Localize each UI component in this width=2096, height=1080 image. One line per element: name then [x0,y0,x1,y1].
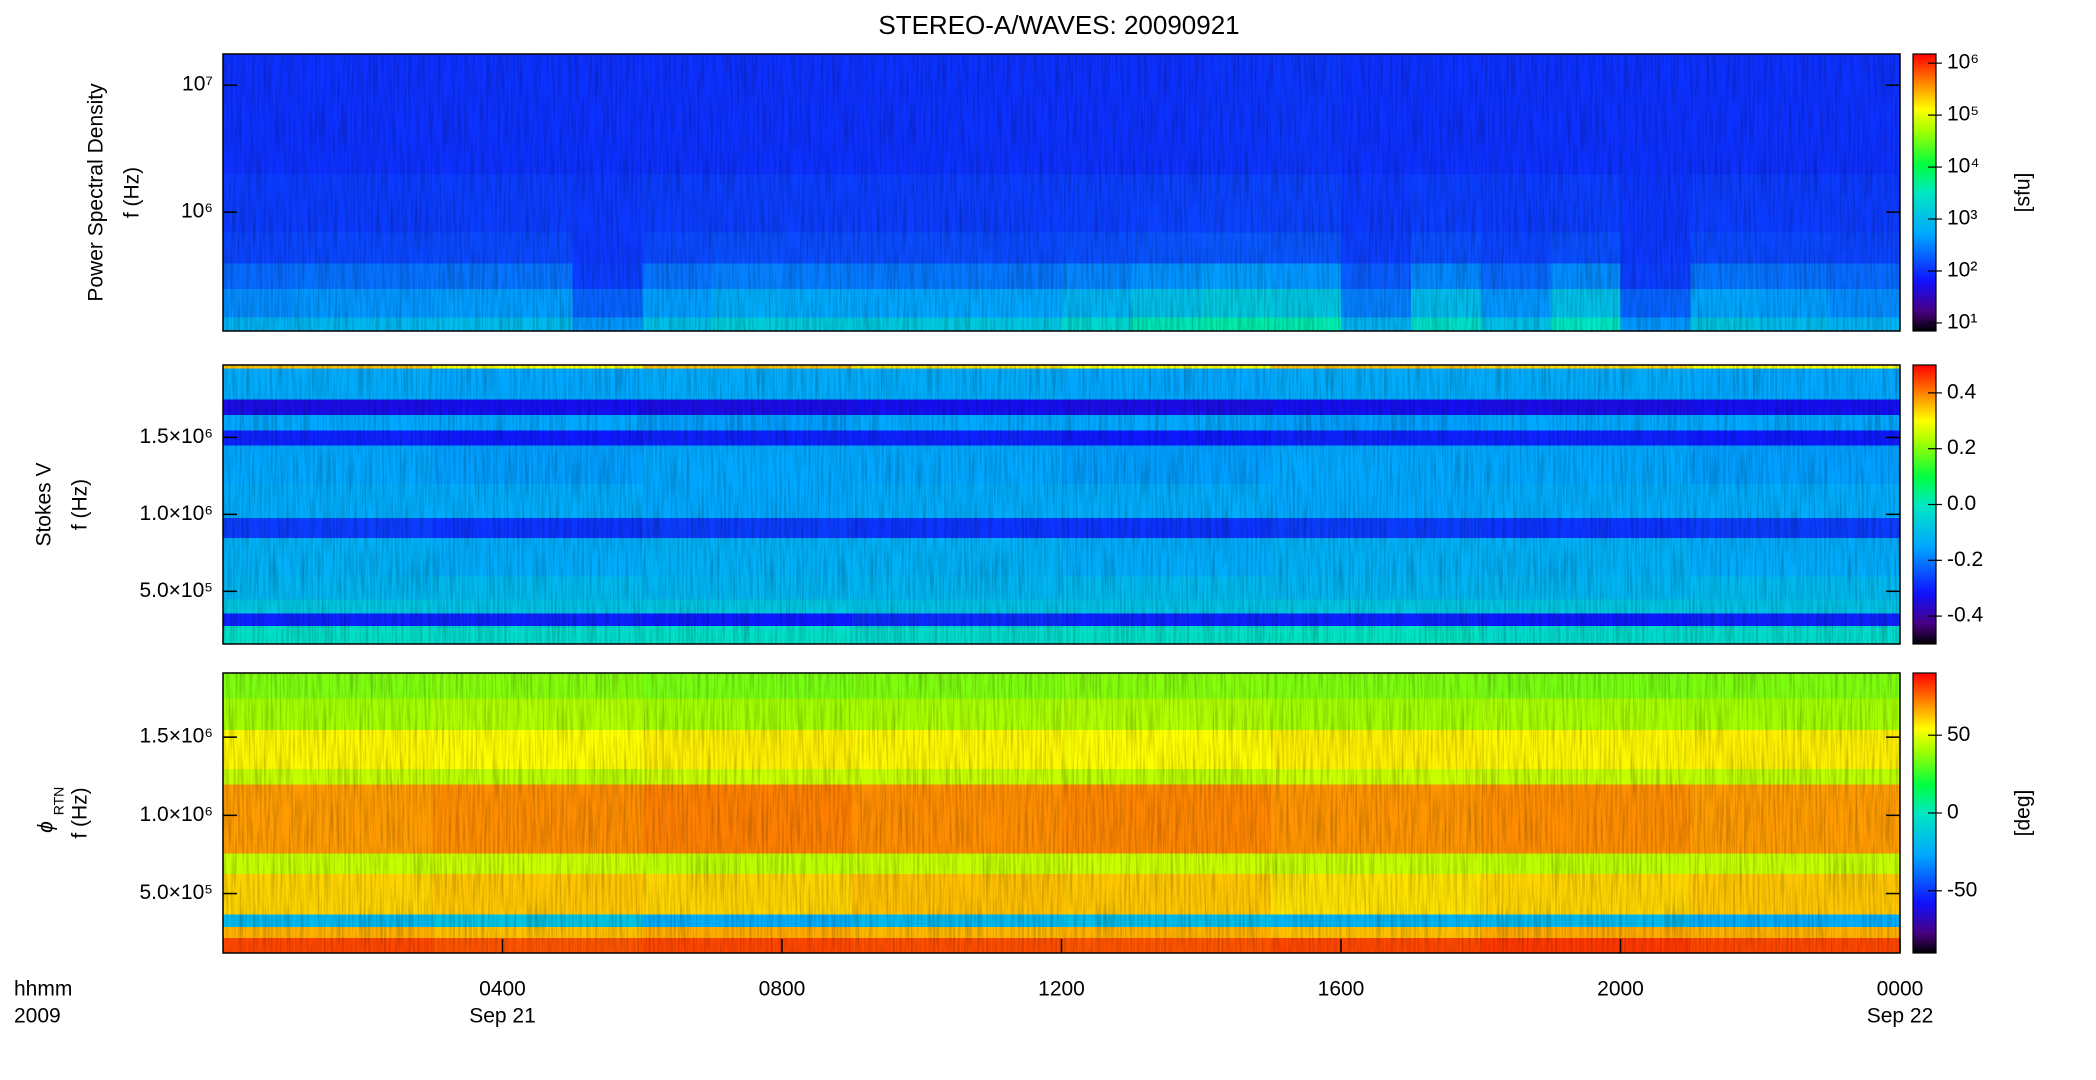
colorbar-tick-label: 10⁴ [1947,155,1979,178]
x-axis-label: hhmm [14,978,72,1001]
colorbar-tick-label: 10⁶ [1947,51,1979,74]
y-tick-label: 1.5×10⁶ [140,725,213,748]
plot-frame [222,364,1901,645]
x-tick-label: 1600 [1318,978,1365,1001]
y-tick-label: 1.5×10⁶ [140,425,213,448]
y-tick-label: 10⁶ [181,200,213,223]
colorbar-tick-label: 50 [1947,723,1970,746]
colorbar-tick-label: 0 [1947,801,1959,824]
y-tick-label: 1.0×10⁶ [140,502,213,525]
y-axis-quantity-subscript: RTN [51,787,67,816]
texture [223,673,1900,953]
plot-frame [222,53,1901,332]
x-tick-label: 2000 [1597,978,1644,1001]
y-axis-quantity: Stokes V [33,462,56,546]
y-tick-label: 1.0×10⁶ [140,803,213,826]
colorbar-tick-label: -50 [1947,878,1977,901]
colorbar-tick-label: 0.0 [1947,492,1976,515]
x-axis-label: 2009 [14,1005,61,1028]
y-tick-label: 5.0×10⁵ [139,881,213,904]
x-tick-date: Sep 22 [1867,1005,1934,1028]
y-axis-quantity: Power Spectral Density [85,83,108,302]
colorbar [1912,53,1937,332]
colorbar-tick-label: 10¹ [1947,310,1977,333]
x-tick-label: 0000 [1877,978,1924,1001]
colorbar-tick-label: 10⁵ [1947,103,1979,126]
x-tick-label: 0800 [759,978,806,1001]
chart-title: STEREO-A/WAVES: 20090921 [878,10,1239,40]
y-tick-label: 5.0×10⁵ [139,579,213,602]
y-axis-quantity: ϕ [35,821,58,833]
x-tick-label: 0400 [479,978,526,1001]
colorbar-tick-label: -0.4 [1947,604,1984,627]
colorbar-label: [deg] [2012,790,2035,837]
texture [223,54,1900,331]
y-axis-label: f (Hz) [121,167,144,218]
colorbar-label: [sfu] [2012,173,2035,213]
y-tick-label: 10⁷ [182,73,213,96]
texture [223,365,1900,644]
y-axis-label: f (Hz) [69,479,92,530]
x-tick-date: Sep 21 [469,1005,536,1028]
x-tick-label: 1200 [1038,978,1085,1001]
colorbar-tick-label: 10² [1947,259,1977,282]
colorbar-tick-label: -0.2 [1947,548,1983,571]
y-axis-label: f (Hz) [69,787,92,838]
colorbar-tick-label: 0.4 [1947,380,1977,403]
colorbar-tick-label: 0.2 [1947,436,1976,459]
colorbar-tick-label: 10³ [1947,207,1977,230]
